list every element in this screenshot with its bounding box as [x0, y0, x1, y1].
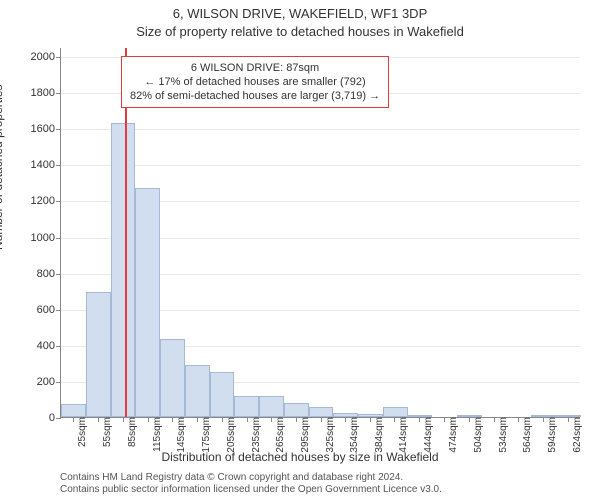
- histogram-bar: [210, 372, 235, 417]
- y-tick-label: 800: [37, 268, 61, 280]
- x-tick-label: 55sqm: [98, 417, 113, 447]
- histogram-bar: [86, 292, 111, 417]
- y-gridline: [61, 129, 580, 130]
- histogram-plot: 020040060080010001200140016001800200025s…: [60, 48, 580, 418]
- x-tick-label: 564sqm: [518, 417, 533, 453]
- x-tick-label: 85sqm: [123, 417, 138, 447]
- footer-line-1: Contains HM Land Registry data © Crown c…: [60, 472, 403, 483]
- x-tick-label: 175sqm: [197, 417, 212, 453]
- x-tick-label: 25sqm: [73, 417, 88, 447]
- histogram-bar: [160, 339, 185, 417]
- y-tick-label: 400: [37, 340, 61, 352]
- footer-attribution: Contains HM Land Registry data © Crown c…: [60, 472, 590, 496]
- histogram-bar: [383, 407, 408, 417]
- y-tick-label: 200: [37, 376, 61, 388]
- annotation-callout: 6 WILSON DRIVE: 87sqm ← 17% of detached …: [121, 56, 389, 108]
- y-tick-label: 2000: [31, 51, 61, 63]
- histogram-bar: [259, 396, 284, 417]
- annotation-line-2: ← 17% of detached houses are smaller (79…: [144, 76, 365, 88]
- histogram-bar: [111, 123, 136, 417]
- y-tick-label: 0: [49, 412, 61, 424]
- x-tick-label: 295sqm: [296, 417, 311, 453]
- x-tick-label: 534sqm: [494, 417, 509, 453]
- histogram-bar: [234, 396, 259, 417]
- histogram-bar: [61, 404, 86, 417]
- histogram-bar: [135, 188, 160, 417]
- chart-title-sub: Size of property relative to detached ho…: [0, 24, 600, 39]
- x-tick-label: 354sqm: [345, 417, 360, 453]
- x-tick-label: 325sqm: [321, 417, 336, 453]
- histogram-bar: [185, 365, 210, 417]
- chart-title-main: 6, WILSON DRIVE, WAKEFIELD, WF1 3DP: [0, 6, 600, 21]
- x-tick-label: 594sqm: [543, 417, 558, 453]
- y-gridline: [61, 165, 580, 166]
- y-axis-label: Number of detached properties: [0, 85, 5, 250]
- y-tick-label: 600: [37, 304, 61, 316]
- footer-line-2: Contains public sector information licen…: [60, 484, 442, 495]
- histogram-bar: [284, 403, 309, 417]
- y-tick-label: 1200: [31, 195, 61, 207]
- y-tick-label: 1000: [31, 232, 61, 244]
- y-tick-label: 1400: [31, 159, 61, 171]
- annotation-line-3: 82% of semi-detached houses are larger (…: [130, 90, 380, 102]
- annotation-line-1: 6 WILSON DRIVE: 87sqm: [191, 62, 319, 74]
- x-tick-label: 474sqm: [444, 417, 459, 453]
- y-tick-label: 1800: [31, 87, 61, 99]
- histogram-bar: [309, 407, 334, 417]
- x-tick-label: 414sqm: [394, 417, 409, 453]
- x-tick-label: 384sqm: [370, 417, 385, 453]
- x-tick-label: 205sqm: [222, 417, 237, 453]
- x-tick-label: 624sqm: [568, 417, 583, 453]
- x-tick-label: 235sqm: [247, 417, 262, 453]
- x-tick-label: 115sqm: [148, 417, 163, 452]
- x-tick-label: 504sqm: [469, 417, 484, 453]
- y-tick-label: 1600: [31, 123, 61, 135]
- x-tick-label: 145sqm: [172, 417, 187, 453]
- x-tick-label: 265sqm: [271, 417, 286, 453]
- x-tick-label: 444sqm: [419, 417, 434, 453]
